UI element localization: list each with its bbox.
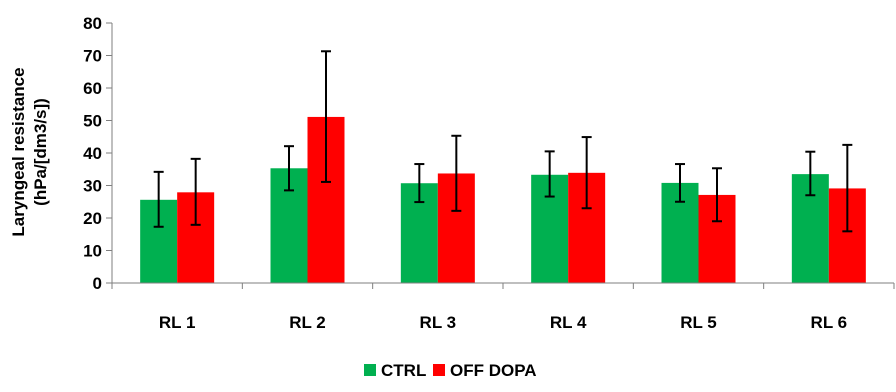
x-axis-tick-labels: RL 1 RL 2 RL 3 RL 4 RL 5 RL 6 <box>159 313 847 332</box>
y-axis-label-line1: Laryngeal resistance <box>9 67 28 236</box>
legend-swatch-ctrl <box>364 364 376 376</box>
y-tick-label: 30 <box>83 177 102 196</box>
y-tick-label: 20 <box>83 209 102 228</box>
y-tick-label: 50 <box>83 112 102 131</box>
axes <box>111 23 895 289</box>
y-tick-label: 0 <box>93 274 102 293</box>
bars <box>140 116 866 283</box>
x-tick-label: RL 6 <box>811 313 848 332</box>
legend-label-ctrl: CTRL <box>381 361 426 380</box>
x-tick-label: RL 1 <box>159 313 196 332</box>
x-tick-label: RL 2 <box>289 313 326 332</box>
y-tick-label: 40 <box>83 144 102 163</box>
y-axis-label-line2: (hPa/[dm3/s]) <box>31 98 50 206</box>
y-tick-label: 10 <box>83 242 102 261</box>
y-axis-ticks: 0 10 20 30 40 50 60 70 80 <box>83 14 112 293</box>
legend-label-off-dopa: OFF DOPA <box>450 361 537 380</box>
legend: CTRL OFF DOPA <box>364 361 537 380</box>
x-tick-label: RL 3 <box>420 313 457 332</box>
x-tick-label: RL 5 <box>680 313 717 332</box>
x-tick-label: RL 4 <box>550 313 587 332</box>
y-axis-label: Laryngeal resistance (hPa/[dm3/s]) <box>9 67 50 236</box>
legend-swatch-off-dopa <box>433 364 445 376</box>
y-tick-label: 60 <box>83 79 102 98</box>
error-bars <box>153 50 853 233</box>
y-tick-label: 70 <box>83 47 102 66</box>
y-tick-label: 80 <box>83 14 102 33</box>
